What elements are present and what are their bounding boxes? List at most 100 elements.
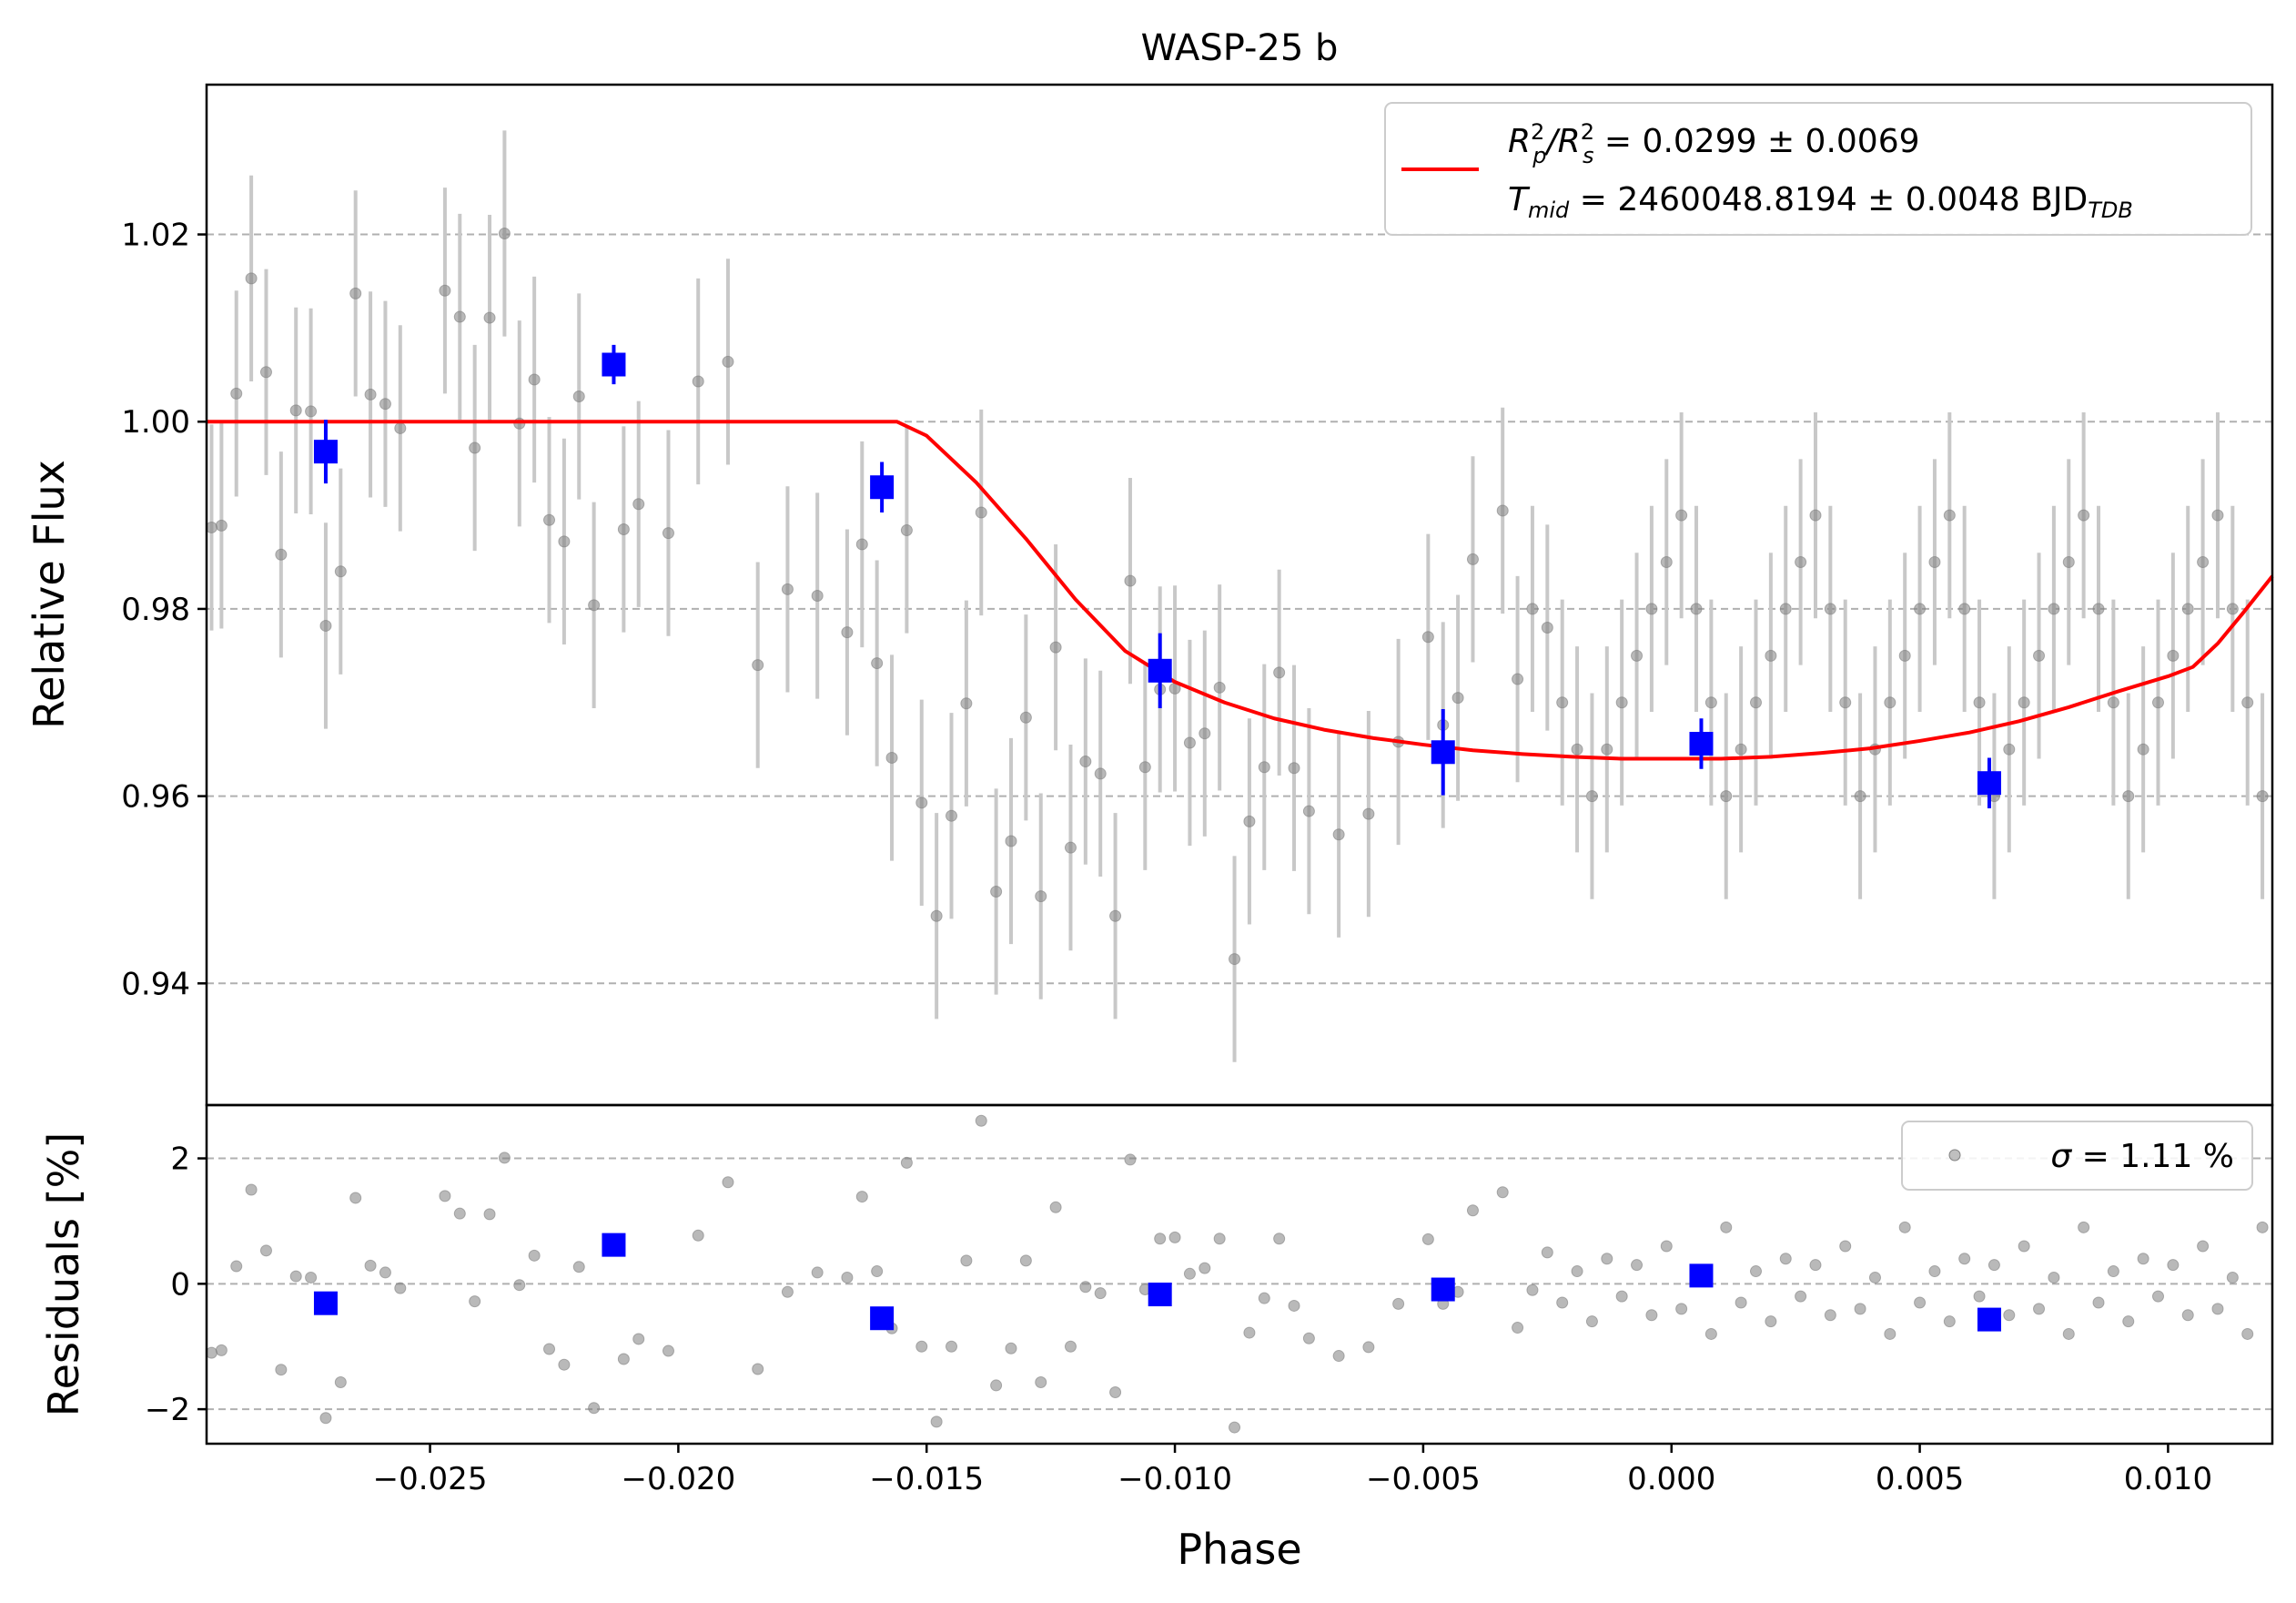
bottom-y-tick-label: 0 [170, 1266, 190, 1303]
chart-title: WASP-25 b [1141, 27, 1339, 69]
residual-point [572, 1261, 585, 1273]
residual-point [1839, 1240, 1852, 1253]
residual-point [1631, 1259, 1644, 1272]
raw-data-point [319, 619, 332, 632]
raw-data-point [1585, 790, 1598, 803]
binned-residual-point [870, 1306, 895, 1331]
residual-point [319, 1412, 332, 1425]
raw-data-point [275, 548, 288, 561]
residual-point [1615, 1290, 1628, 1303]
residual-point [2062, 1327, 2075, 1340]
raw-data-point [259, 366, 272, 379]
residual-point [632, 1333, 645, 1345]
bottom-axes-frame [205, 1103, 2274, 1446]
raw-data-point [1854, 790, 1866, 803]
raw-data-point [513, 417, 526, 430]
raw-data-point [245, 272, 258, 285]
residual-point [1466, 1204, 1479, 1217]
raw-data-point [871, 657, 884, 670]
residual-point [722, 1176, 734, 1189]
raw-data-point [1512, 673, 1524, 685]
residual-point [1496, 1186, 1509, 1199]
legend-r1-sup: 2 [1531, 119, 1544, 145]
binned-residual-point [1689, 1263, 1714, 1288]
raw-data-point [632, 498, 645, 511]
raw-data-point [1973, 696, 1986, 709]
raw-data-point [1645, 603, 1658, 615]
residual-point [692, 1229, 704, 1242]
residual-point [1765, 1315, 1777, 1328]
raw-data-point [1332, 828, 1345, 841]
residual-point [1512, 1322, 1524, 1334]
raw-data-point [1496, 504, 1509, 517]
residual-point [1124, 1153, 1137, 1166]
bottom-legend: σ = 1.11 % [1901, 1121, 2253, 1191]
x-tick-label: −0.005 [1366, 1461, 1481, 1497]
residual-point [558, 1358, 571, 1371]
raw-data-point [1243, 815, 1256, 827]
raw-data-point [1690, 603, 1703, 615]
residual-point [752, 1363, 764, 1375]
raw-data-point [1183, 736, 1196, 749]
raw-data-point [1824, 603, 1836, 615]
residual-point [900, 1156, 913, 1169]
raw-data-point [930, 909, 943, 922]
residual-point [2211, 1303, 2224, 1315]
residual-point [871, 1265, 884, 1278]
raw-data-point [1035, 890, 1047, 903]
residual-point [1854, 1303, 1866, 1315]
raw-data-point [1571, 743, 1583, 756]
residual-point [1824, 1309, 1836, 1322]
residual-point [1541, 1246, 1553, 1259]
residual-point [1079, 1281, 1092, 1294]
binned-residual-point [1977, 1307, 2001, 1332]
residual-point [1035, 1375, 1047, 1388]
residual-legend-box [1901, 1121, 2253, 1191]
residual-point [1362, 1341, 1375, 1354]
raw-data-point [1704, 696, 1717, 709]
residual-point [2048, 1271, 2060, 1283]
raw-data-point [1795, 556, 1807, 569]
residual-point [2151, 1290, 2164, 1303]
residual-point [2256, 1221, 2269, 1233]
residual-point [1258, 1292, 1270, 1304]
legend-rp-rs-text: R2 p/R2 s = 0.0299 ± 0.0069 [1508, 119, 1920, 168]
residual-point [1556, 1296, 1569, 1309]
residual-point [1988, 1259, 2000, 1272]
raw-data-point [2137, 743, 2149, 756]
bottom-y-tick-label: 2 [170, 1141, 190, 1178]
raw-data-point [1288, 762, 1300, 775]
legend-t-sub: mid [1528, 198, 1570, 223]
residual-point [1019, 1254, 1032, 1267]
raw-data-point [617, 523, 630, 536]
raw-data-point [289, 404, 302, 417]
raw-data-point [900, 524, 913, 537]
residual-point [1421, 1233, 1434, 1245]
raw-data-point [558, 535, 571, 548]
residual-point [215, 1344, 228, 1356]
raw-data-point [1765, 649, 1777, 662]
residual-point [1914, 1296, 1927, 1309]
legend-depth-value: = 0.0299 ± 0.0069 [1593, 123, 1919, 160]
residual-legend-text: σ = 1.11 % [2050, 1138, 2234, 1175]
residual-point [1750, 1265, 1762, 1278]
raw-data-point [692, 375, 704, 388]
raw-data-point [334, 565, 347, 578]
legend-r2: /R [1544, 123, 1581, 160]
bottom-binned-points [313, 1233, 2001, 1332]
raw-data-point [811, 590, 824, 603]
raw-data-point [1898, 649, 1911, 662]
residual-point [1645, 1309, 1658, 1322]
binned-data-point [602, 352, 626, 377]
raw-data-point [572, 390, 585, 402]
raw-data-point [1720, 790, 1733, 803]
residual-point [349, 1192, 362, 1204]
top-model-curve [207, 420, 2274, 761]
x-tick-label: −0.020 [621, 1461, 735, 1497]
raw-data-point [2197, 556, 2210, 569]
top-legend: R2 p/R2 s = 0.0299 ± 0.0069 Tmid = 2460048… [1384, 102, 2252, 236]
binned-residual-point [1148, 1283, 1172, 1307]
bottom-y-tick-label: −2 [145, 1392, 190, 1428]
residual-point [1704, 1327, 1717, 1340]
